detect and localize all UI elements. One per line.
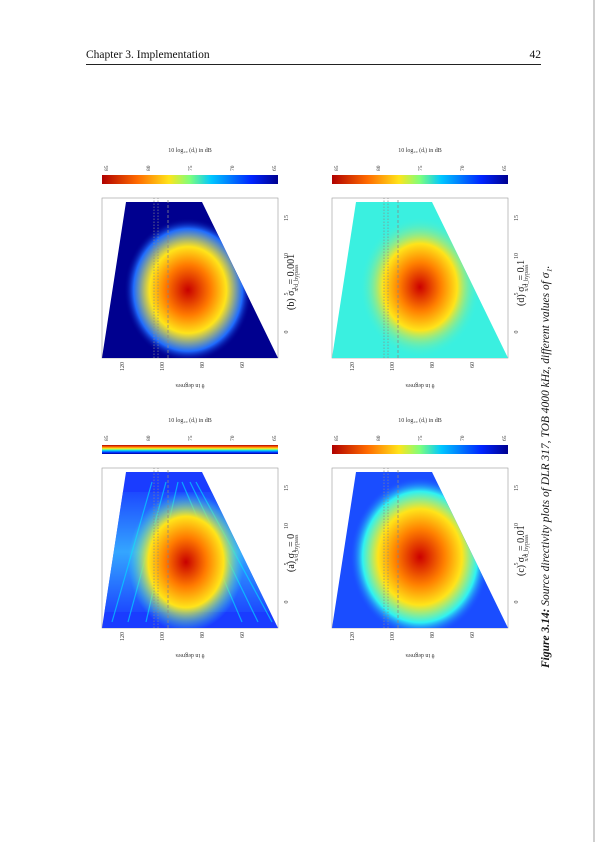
x-tick-label: 0 — [514, 601, 520, 604]
colorbar-tick-label: 65 — [272, 435, 278, 441]
panel-b: 0 5 10 15 120 100 80 60 θ in degrees x/d_bypass 85… — [92, 142, 302, 402]
x-tick-label: 10 — [284, 523, 290, 529]
panel-c-plot: 0 5 10 15 120 100 80 60 θ in degrees x/d_bypass 85… — [331, 417, 530, 658]
x-tick-label: 10 — [514, 523, 520, 529]
y-tick-label: 80 — [200, 632, 206, 638]
panel-a-plot: 0 5 10 15 120 100 80 60 θ in degrees x/d_bypass 85… — [101, 417, 300, 658]
x-tick-label: 10 — [514, 253, 520, 259]
y-axis-label: θ in degrees — [175, 652, 205, 658]
colorbar-tick-label: 85 — [334, 435, 340, 441]
header-rule — [86, 64, 541, 65]
y-tick-label: 120 — [350, 632, 356, 641]
page-number: 42 — [529, 49, 542, 61]
panel-a: 0 5 10 15 120 100 80 60 θ in degrees x/d_bypass 85… — [92, 412, 302, 672]
x-axis-label: x/d_bypass — [294, 264, 300, 292]
y-axis-label: θ in degrees — [405, 382, 435, 388]
colorbar-tick-label: 80 — [376, 435, 382, 441]
x-tick-label: 5 — [284, 293, 290, 296]
y-axis-label: θ in degrees — [175, 382, 205, 388]
colorbar-tick-label: 65 — [272, 165, 278, 171]
panel-b-label: (b) σ₁ = 0.001 — [286, 253, 297, 310]
figure-caption: Figure 3.14: Source directivity plots of… — [540, 266, 552, 668]
running-header: Chapter 3. Implementation 42 — [86, 49, 542, 65]
x-axis-label: x/d_bypass — [294, 534, 300, 562]
y-tick-label: 80 — [200, 362, 206, 368]
colorbar-tick-label: 75 — [418, 435, 424, 441]
colorbar-label: 10 log₁₀ (dᵢ) in dB — [168, 417, 212, 424]
y-tick-label: 100 — [390, 362, 396, 371]
y-tick-label: 100 — [390, 632, 396, 641]
x-tick-label: 15 — [284, 485, 290, 491]
colorbar-tick-label: 85 — [104, 435, 110, 441]
y-tick-label: 100 — [160, 362, 166, 371]
colorbar-tick-label: 70 — [460, 165, 466, 171]
colorbar-tick-label: 70 — [460, 435, 466, 441]
y-tick-label: 60 — [470, 362, 476, 368]
colorbar-tick-label: 70 — [230, 435, 236, 441]
x-tick-label: 10 — [284, 253, 290, 259]
colorbar-tick-label: 85 — [104, 165, 110, 171]
panel-c-label: (c) σ₁ = 0.01 — [516, 525, 527, 576]
x-tick-label: 5 — [514, 293, 520, 296]
y-tick-label: 80 — [430, 362, 436, 368]
x-tick-label: 5 — [514, 563, 520, 566]
y-tick-label: 60 — [470, 632, 476, 638]
colorbar-label: 10 log₁₀ (dᵢ) in dB — [168, 147, 212, 154]
y-tick-label: 120 — [120, 362, 126, 371]
y-axis-label: θ in degrees — [405, 652, 435, 658]
x-tick-label: 0 — [284, 331, 290, 334]
colorbar-label: 10 log₁₀ (dᵢ) in dB — [398, 417, 442, 424]
figure-3-14: 0 5 10 15 120 100 80 60 θ in degrees x/d_bypass 85… — [92, 132, 552, 672]
colorbar-tick-label: 85 — [334, 165, 340, 171]
caption-text: Source directivity plots of DLR 317, TOB… — [540, 265, 552, 609]
x-tick-label: 0 — [514, 331, 520, 334]
caption-label: Figure 3.14: — [540, 608, 552, 668]
x-tick-label: 15 — [514, 215, 520, 221]
x-tick-label: 15 — [284, 215, 290, 221]
page-edge — [593, 0, 595, 842]
x-tick-label: 5 — [284, 563, 290, 566]
colorbar-tick-label: 70 — [230, 165, 236, 171]
x-tick-label: 15 — [514, 485, 520, 491]
panel-b-plot: 0 5 10 15 120 100 80 60 θ in degrees x/d_bypass 85… — [101, 147, 300, 388]
colorbar-tick-label: 80 — [146, 165, 152, 171]
colorbar-tick-label: 65 — [502, 435, 508, 441]
colorbar-tick-label: 75 — [188, 435, 194, 441]
x-axis-label: x/d_bypass — [524, 264, 530, 292]
colorbar-tick-label: 65 — [502, 165, 508, 171]
colorbar-tick-label: 80 — [146, 435, 152, 441]
colorbar-tick-label: 75 — [418, 165, 424, 171]
colorbar-label: 10 log₁₀ (dᵢ) in dB — [398, 147, 442, 154]
panel-d-plot: 0 5 10 15 120 100 80 60 θ in degrees x/d_bypass 85… — [331, 147, 530, 388]
x-axis-label: x/d_bypass — [524, 534, 530, 562]
chapter-title: Chapter 3. Implementation — [86, 49, 210, 61]
y-tick-label: 60 — [240, 632, 246, 638]
colorbar-tick-label: 80 — [376, 165, 382, 171]
x-tick-label: 0 — [284, 601, 290, 604]
colorbar-tick-label: 75 — [188, 165, 194, 171]
panel-d-label: (d) σ₁ = 0.1 — [516, 259, 527, 306]
y-tick-label: 80 — [430, 632, 436, 638]
y-tick-label: 120 — [120, 632, 126, 641]
panel-c: 0 5 10 15 120 100 80 60 θ in degrees x/d_bypass 85… — [322, 412, 532, 672]
y-tick-label: 60 — [240, 362, 246, 368]
y-tick-label: 100 — [160, 632, 166, 641]
panel-a-label: (a) σ₁ = 0 — [286, 533, 297, 572]
y-tick-label: 120 — [350, 362, 356, 371]
panel-d: 0 5 10 15 120 100 80 60 θ in degrees x/d_bypass 85… — [322, 142, 532, 402]
